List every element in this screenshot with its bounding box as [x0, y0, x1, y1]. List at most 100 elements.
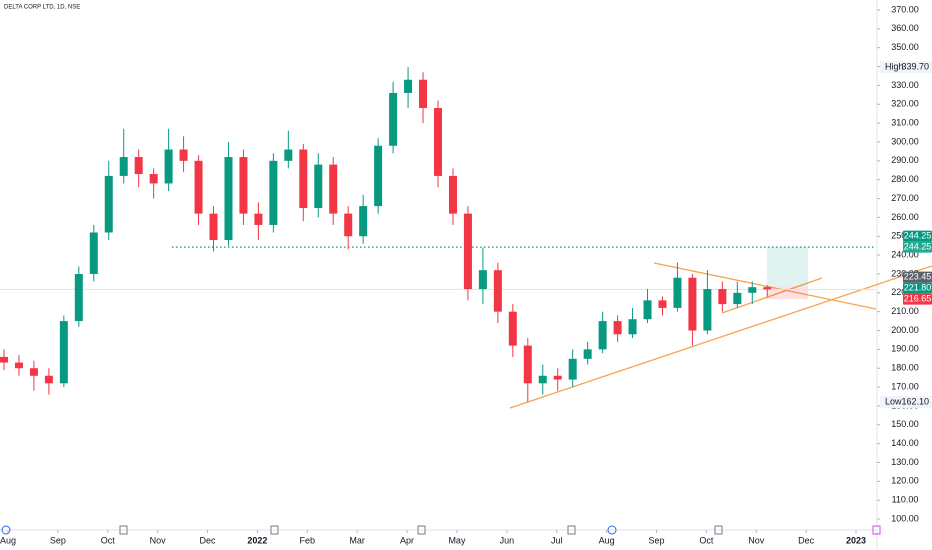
- x-tick-label: Dec: [200, 535, 217, 545]
- marker-box: [880, 61, 932, 74]
- candle-body: [344, 213, 353, 237]
- marker-label: High: [885, 61, 904, 71]
- candle-body: [0, 356, 8, 363]
- candle-body: [463, 213, 472, 290]
- icon: [567, 525, 576, 535]
- candle-body: [314, 164, 323, 208]
- price-tag-label: 223.45: [904, 272, 932, 282]
- x-tick-label: Nov: [150, 535, 167, 545]
- y-tick-label: 270.00: [891, 193, 919, 203]
- y-tick-label: 170.00: [891, 381, 919, 391]
- candle-body: [688, 277, 697, 331]
- candle-body: [389, 92, 398, 146]
- candle-body: [299, 149, 308, 208]
- candle-body: [374, 145, 383, 207]
- marker-value: 339.70: [901, 61, 929, 71]
- candle-body: [523, 345, 532, 384]
- price-tag: [903, 293, 932, 305]
- price-tag-label: 244.25: [904, 230, 932, 240]
- y-tick-label: 260.00: [891, 212, 919, 222]
- candle-body: [14, 362, 23, 369]
- candle-body: [194, 160, 203, 214]
- y-tick-label: 200.00: [891, 325, 919, 335]
- candle-body: [763, 287, 772, 290]
- candle-body: [329, 164, 338, 214]
- candle-body: [448, 175, 457, 214]
- x-tick-label: Oct: [101, 535, 116, 545]
- candle-body: [359, 206, 368, 237]
- y-tick-label: 310.00: [891, 117, 919, 127]
- candle-body: [254, 213, 263, 225]
- x-tick-label: Feb: [300, 535, 316, 545]
- candle-body: [658, 300, 667, 308]
- y-tick-label: 360.00: [891, 23, 919, 33]
- position-loss: [767, 286, 808, 300]
- x-tick-label: Nov: [748, 535, 765, 545]
- y-tick-label: 150.00: [891, 419, 919, 429]
- candle-body: [583, 349, 592, 359]
- y-tick-label: 120.00: [891, 476, 919, 486]
- candle-body: [703, 289, 712, 331]
- x-tick-label: Jun: [500, 535, 515, 545]
- y-tick-label: 190.00: [891, 344, 919, 354]
- candle-body: [239, 157, 248, 214]
- price-tag: [903, 230, 932, 242]
- candle-body: [643, 300, 652, 320]
- x-tick-label: Sep: [50, 535, 66, 545]
- candle-body: [89, 232, 98, 274]
- candle-body: [613, 321, 622, 335]
- y-tick-label: 330.00: [891, 80, 919, 90]
- candle-body: [134, 157, 143, 175]
- candle-body: [209, 213, 218, 241]
- icon: [607, 525, 617, 535]
- price-tag-label: 244.25: [904, 241, 932, 251]
- y-tick-label: 280.00: [891, 174, 919, 184]
- candle-body: [404, 79, 413, 93]
- y-tick-label: 140.00: [891, 438, 919, 448]
- icon: [714, 525, 723, 535]
- candle-body: [59, 321, 68, 384]
- candle-body: [224, 157, 233, 241]
- x-tick-label: Aug: [599, 535, 615, 545]
- candle-body: [508, 311, 517, 346]
- candle-body: [29, 368, 38, 376]
- candle-body: [478, 270, 487, 290]
- x-tick-label: Aug: [0, 535, 16, 545]
- candle-body: [164, 149, 173, 184]
- y-tick-label: 210.00: [891, 306, 919, 316]
- x-tick-label: May: [448, 535, 466, 545]
- candle-body: [598, 321, 607, 350]
- candle-body: [149, 174, 158, 184]
- candle-body: [433, 108, 442, 176]
- icon: [119, 525, 128, 535]
- x-tick-label: Apr: [400, 535, 414, 545]
- x-tick-label: Sep: [648, 535, 664, 545]
- event-icons: [1, 525, 881, 535]
- x-tick-label: Mar: [349, 535, 365, 545]
- x-tick-label: 2022: [247, 535, 267, 545]
- candle-body: [718, 289, 727, 305]
- icon: [1, 525, 11, 535]
- y-tick-label: 180.00: [891, 363, 919, 373]
- icon: [872, 525, 881, 535]
- price-tag: [903, 241, 932, 253]
- x-tick-label: 2023: [846, 535, 866, 545]
- y-tick-label: 320.00: [891, 99, 919, 109]
- candle-body: [538, 375, 547, 384]
- trendline: [653, 262, 877, 310]
- y-tick-label: 130.00: [891, 457, 919, 467]
- price-tag-label: 221.80: [904, 283, 932, 293]
- candle-body: [44, 375, 53, 384]
- drawings: [172, 246, 932, 409]
- chart-title: DELTA CORP LTD, 1D, NSE: [4, 5, 80, 11]
- price-tag-label: 216.65: [904, 294, 932, 304]
- candle-body: [568, 358, 577, 380]
- marker-box: [880, 395, 932, 408]
- candle-body: [104, 175, 113, 233]
- candle-body: [119, 157, 128, 176]
- candle-body: [553, 375, 562, 380]
- candle-body: [419, 79, 428, 109]
- position-profit: [767, 247, 808, 287]
- marker-value: 162.10: [901, 396, 929, 406]
